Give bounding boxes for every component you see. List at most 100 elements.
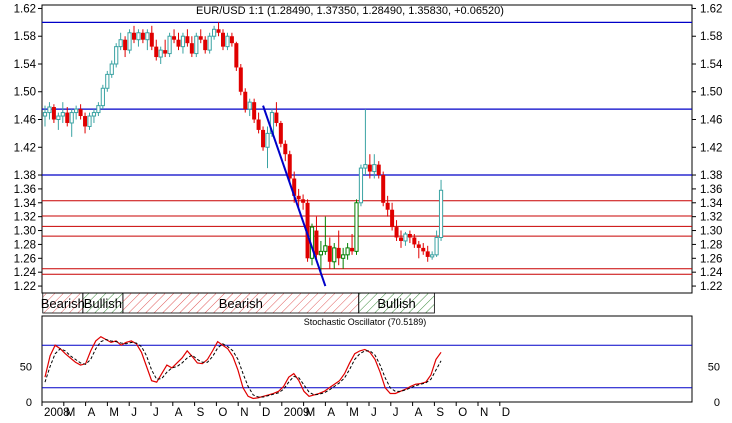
price-tick-label: 1.30 <box>700 226 722 238</box>
candle-body <box>198 36 203 40</box>
candle-body <box>305 202 310 259</box>
candle-body <box>323 245 328 252</box>
candle-body <box>265 132 270 148</box>
candle-body <box>167 35 172 55</box>
candle-body <box>358 167 364 204</box>
price-tick-label: 1.34 <box>700 198 723 210</box>
time-tick-label: N <box>480 407 488 419</box>
candle-body <box>172 36 177 40</box>
candle-body <box>332 247 337 263</box>
candle-body <box>372 164 377 173</box>
time-tick-label: J <box>153 407 159 419</box>
oscillator-title: Stochastic Oscillator (70.5189) <box>304 317 427 327</box>
price-panel-frame <box>41 4 693 294</box>
candle-body <box>176 39 181 47</box>
sentiment-band-label: Bearish <box>219 296 263 311</box>
price-tick-label: 1.22 <box>700 281 722 293</box>
oscillator-axis-ticks: 0 0 50 50 <box>20 362 720 410</box>
price-tick-label: 1.38 <box>14 170 36 182</box>
candle-body <box>180 35 186 48</box>
price-tick-label: 1.38 <box>700 170 722 182</box>
candle-body <box>403 233 408 242</box>
candle-body <box>229 36 234 44</box>
candle-body <box>278 122 283 144</box>
price-level-lines <box>42 21 692 275</box>
trendline <box>262 105 327 287</box>
candle-body <box>51 107 56 120</box>
candle-body <box>341 254 346 259</box>
oscillator-panel-frame <box>41 315 693 403</box>
candle-body <box>327 245 332 262</box>
candle-body <box>256 119 261 130</box>
candle-body <box>47 106 52 114</box>
candle-body <box>185 36 190 44</box>
time-tick-label: A <box>415 407 423 419</box>
sentiment-band <box>358 292 435 314</box>
time-tick-label: A <box>327 407 335 419</box>
candle-body <box>438 189 444 238</box>
time-tick-label: M <box>306 407 316 419</box>
candle-body <box>136 32 141 41</box>
candle-body <box>416 244 421 248</box>
stochastic-k-line <box>44 335 442 400</box>
oscillator-lines <box>44 335 442 400</box>
candle-body <box>65 112 70 123</box>
candle-body <box>434 236 439 256</box>
price-tick-label: 1.30 <box>14 226 36 238</box>
time-tick-label: J <box>371 407 377 419</box>
candle-body <box>412 237 417 245</box>
stochastic-d-line <box>44 338 442 398</box>
candle-body <box>274 112 279 123</box>
price-tick-label: 1.62 <box>700 3 722 15</box>
time-tick-label: M <box>109 407 119 419</box>
time-tick-label: O <box>458 407 467 419</box>
sentiment-band-label: Bearish <box>41 296 85 311</box>
price-tick-label: 1.26 <box>14 253 36 265</box>
price-tick-label: 1.58 <box>14 31 36 43</box>
candle-body <box>145 32 150 41</box>
trendline-group <box>262 105 327 287</box>
candlesticks <box>42 22 444 276</box>
sentiment-band-label: Bullish <box>84 296 122 311</box>
price-tick-label: 1.24 <box>700 267 723 279</box>
candle-body <box>203 39 208 51</box>
time-tick-label: J <box>393 407 399 419</box>
candle-body <box>238 67 243 92</box>
candle-body <box>407 234 412 238</box>
candle-body <box>114 46 119 65</box>
candle-body <box>154 46 159 58</box>
price-tick-label: 1.54 <box>14 59 37 71</box>
candle-body <box>394 227 399 238</box>
time-tick-label: M <box>349 407 359 419</box>
candle-body <box>212 28 217 37</box>
candle-body <box>381 175 386 203</box>
candle-body <box>430 254 435 258</box>
candle-body <box>376 164 381 176</box>
candle-body <box>399 237 403 241</box>
candle-body <box>345 247 350 256</box>
candle-body <box>425 251 430 257</box>
candle-body <box>83 116 88 127</box>
candle-body <box>314 230 319 255</box>
oscillator-tick-label: 50 <box>20 362 32 374</box>
price-tick-label: 1.42 <box>14 142 36 154</box>
time-tick-label: D <box>262 407 270 419</box>
candle-body <box>385 202 390 210</box>
price-tick-label: 1.22 <box>14 281 36 293</box>
price-tick-label: 1.34 <box>14 198 37 210</box>
candle-body <box>252 102 257 120</box>
candle-body <box>247 101 252 110</box>
candle-body <box>74 108 79 114</box>
candle-body <box>221 32 225 47</box>
candle-body <box>60 112 65 117</box>
price-tick-label: 1.36 <box>700 184 722 196</box>
candle-body <box>283 143 288 155</box>
price-tick-label: 1.54 <box>700 59 723 71</box>
candle-body <box>109 63 114 75</box>
candle-body <box>336 247 341 259</box>
price-tick-label: 1.50 <box>14 87 36 99</box>
candle-body <box>318 250 323 256</box>
candle-body <box>194 35 199 55</box>
price-tick-label: 1.62 <box>14 3 36 15</box>
